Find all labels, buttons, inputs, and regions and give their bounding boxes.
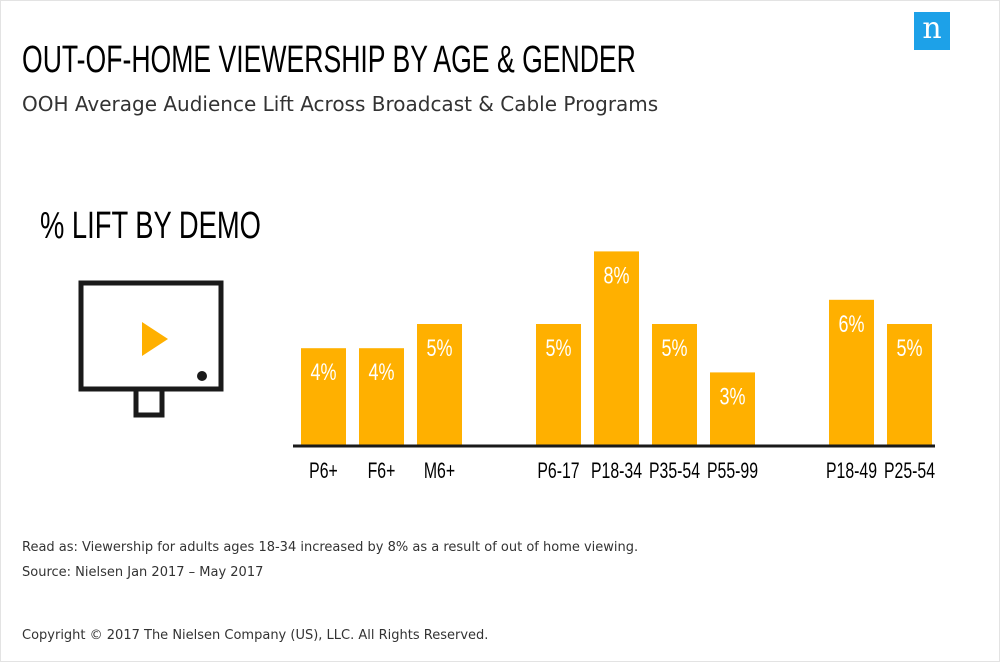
nielsen-logo: n	[914, 12, 950, 50]
logo-letter: n	[922, 11, 942, 46]
data-label: 4%	[368, 360, 394, 386]
tick-label: F6+	[368, 460, 396, 484]
bar-f6-	[359, 348, 404, 445]
data-label: 8%	[603, 263, 629, 289]
data-label: 5%	[545, 336, 571, 362]
tick-label: P18-34	[591, 460, 642, 484]
bar-p6-	[301, 348, 346, 445]
tick-label: P18-49	[826, 460, 877, 484]
tick-label: P55-99	[707, 460, 758, 484]
bar-p6-17	[536, 324, 581, 445]
bar-chart: 4% P6+ 4% F6+ 5% M6+ 5% P6-17 8% P18-34 5% P35-54 3%…	[293, 251, 935, 484]
page-title: OUT-OF-HOME VIEWERSHIP BY AGE & GENDER	[22, 39, 636, 81]
data-label: 6%	[838, 311, 864, 337]
section-title: % LIFT BY DEMO	[40, 205, 261, 247]
bar-p18-34	[594, 251, 639, 445]
data-label: 5%	[661, 336, 687, 362]
read-as-note: Read as: Viewership for adults ages 18-3…	[22, 540, 639, 555]
data-label: 5%	[896, 336, 922, 362]
bar-p55-99	[710, 372, 755, 445]
tv-play-icon	[78, 280, 224, 418]
tick-label: P6+	[309, 460, 338, 484]
page-subtitle: OOH Average Audience Lift Across Broadca…	[22, 92, 659, 116]
bar-p18-49	[829, 299, 874, 445]
tick-label: M6+	[424, 460, 455, 484]
copyright-note: Copyright © 2017 The Nielsen Company (US…	[22, 628, 489, 643]
data-label: 4%	[310, 360, 336, 386]
tv-stand	[133, 386, 165, 418]
tv-indicator-dot	[197, 371, 207, 381]
tick-label: P25-54	[884, 460, 935, 484]
tick-label: P6-17	[537, 460, 579, 484]
bar-m6-	[417, 324, 462, 445]
data-label: 5%	[426, 336, 452, 362]
bar-p25-54	[887, 324, 932, 445]
data-label: 3%	[719, 384, 745, 410]
bar-p35-54	[652, 324, 697, 445]
source-note: Source: Nielsen Jan 2017 – May 2017	[22, 565, 264, 580]
play-triangle	[142, 322, 168, 356]
tick-label: P35-54	[649, 460, 700, 484]
